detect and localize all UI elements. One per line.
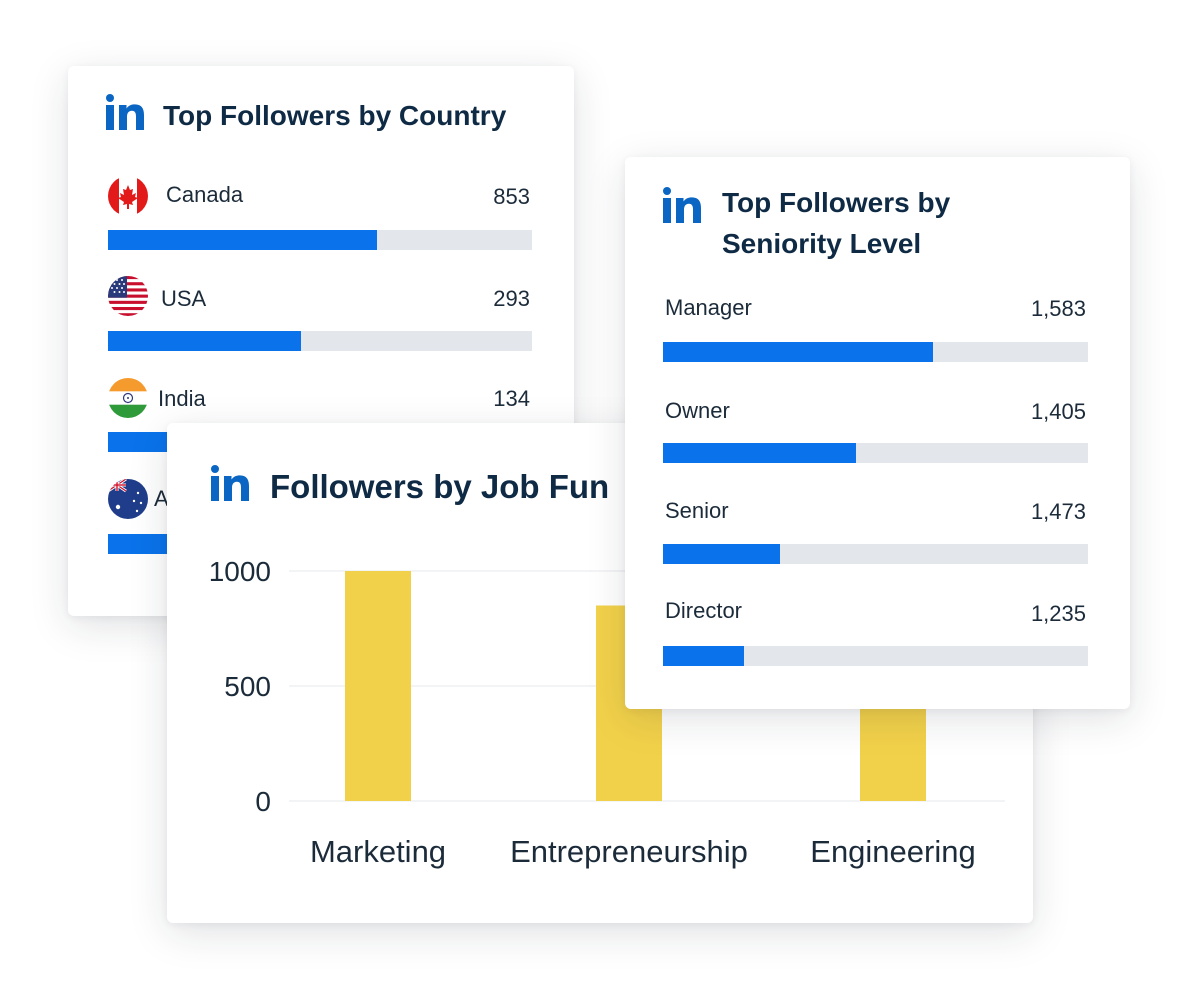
seniority-card-title-line2: Seniority Level (722, 228, 922, 259)
usa-flag-icon (108, 276, 148, 316)
y-tick-label: 1000 (209, 556, 271, 587)
canada-flag-icon (108, 176, 148, 216)
y-tick-label: 0 (255, 786, 271, 817)
seniority-card: Top Followers by Seniority Level Manager… (625, 157, 1130, 709)
y-tick-label: 500 (224, 671, 271, 702)
progress-fill (663, 646, 744, 666)
india-flag-icon (108, 378, 148, 418)
linkedin-icon (106, 94, 144, 130)
progress-track (663, 646, 1088, 666)
job-function-card-title: Followers by Job Fun (270, 468, 610, 505)
seniority-label: Owner (665, 398, 730, 423)
progress-fill (108, 331, 301, 351)
progress-track (663, 443, 1088, 463)
x-tick-label: Engineering (810, 834, 975, 869)
progress-track (108, 230, 532, 250)
country-label: Canada (166, 182, 244, 207)
seniority-card-title-line1: Top Followers by (722, 187, 951, 218)
x-tick-label: Marketing (310, 834, 446, 869)
country-value: 853 (493, 184, 530, 209)
seniority-value: 1,405 (1030, 399, 1086, 424)
x-tick-label: Entrepreneurship (510, 834, 748, 869)
seniority-value: 1,235 (1030, 601, 1086, 626)
australia-flag-icon (108, 479, 148, 519)
bar (345, 571, 411, 801)
seniority-label: Manager (665, 295, 752, 320)
progress-track (108, 331, 532, 351)
country-label: USA (161, 286, 207, 311)
seniority-value: 1,473 (1030, 499, 1086, 524)
country-value: 134 (493, 386, 530, 411)
country-value: 293 (493, 286, 530, 311)
progress-track (663, 342, 1088, 362)
seniority-label: Senior (665, 498, 729, 523)
seniority-value: 1,583 (1030, 296, 1086, 321)
linkedin-icon (663, 187, 701, 223)
country-card-title: Top Followers by Country (163, 100, 507, 131)
linkedin-icon (211, 465, 249, 501)
country-label: A (154, 486, 169, 511)
progress-fill (663, 342, 933, 362)
progress-fill (108, 534, 168, 554)
progress-fill (663, 544, 780, 564)
progress-fill (108, 432, 168, 452)
progress-track (663, 544, 1088, 564)
progress-fill (663, 443, 857, 463)
seniority-label: Director (665, 598, 743, 623)
country-label: India (158, 386, 206, 411)
progress-fill (108, 230, 378, 250)
